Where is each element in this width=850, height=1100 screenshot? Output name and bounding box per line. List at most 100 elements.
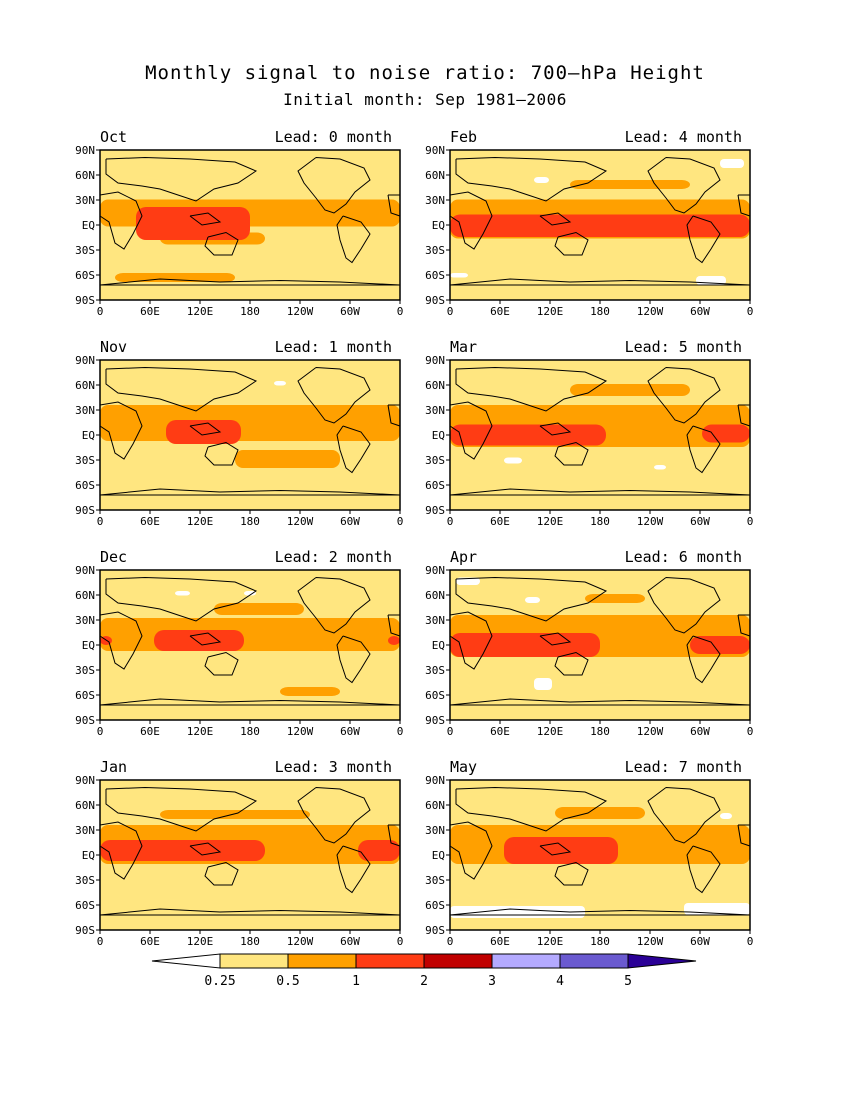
lat-tick-label: 60S — [425, 689, 445, 702]
lon-tick-label: 60W — [690, 935, 710, 948]
low-region — [504, 457, 522, 464]
lat-tick-label: 30S — [425, 664, 445, 677]
lon-tick-label: 0 — [397, 935, 404, 948]
moderate-region — [235, 450, 340, 468]
lat-tick-label: EQ — [82, 849, 95, 862]
coastline — [647, 367, 721, 424]
coastline — [449, 191, 493, 250]
panel-lead: Lead: 4 month — [625, 128, 742, 146]
panel-month: Apr — [450, 548, 477, 566]
figure-title: Monthly signal to noise ratio: 700–hPa H… — [145, 62, 705, 84]
coastline — [455, 156, 608, 202]
strong-region — [450, 633, 600, 657]
low-region — [684, 903, 750, 915]
low-region — [175, 591, 190, 596]
coastline — [647, 787, 721, 844]
panel-lead: Lead: 0 month — [275, 128, 392, 146]
strong-region — [100, 840, 265, 861]
lon-tick-label: 0 — [397, 515, 404, 528]
coastline — [554, 861, 589, 886]
coastline — [99, 401, 143, 460]
moderate-region — [100, 405, 400, 441]
lat-tick-label: 90S — [425, 924, 445, 937]
lat-tick-label: 30S — [75, 244, 95, 257]
lon-tick-label: 60E — [140, 515, 160, 528]
lon-tick-label: 180 — [240, 935, 260, 948]
low-region — [720, 159, 744, 168]
strong-region — [450, 214, 750, 237]
panel-month: Oct — [100, 128, 127, 146]
colorbar: 0.25 0.5 1 2 3 4 5 — [151, 953, 697, 989]
strong-region — [166, 420, 241, 444]
lat-tick-label: 60S — [75, 479, 95, 492]
panel-lead: Lead: 3 month — [275, 758, 392, 776]
lat-tick-label: 30N — [425, 824, 445, 837]
lon-tick-label: 60W — [690, 725, 710, 738]
lat-tick-label: 60S — [75, 269, 95, 282]
colorbar-label: 0.25 — [204, 974, 235, 989]
moderate-region — [555, 807, 645, 819]
lon-tick-label: 180 — [240, 515, 260, 528]
colorbar-label: 2 — [420, 974, 428, 989]
lon-tick-label: 120E — [187, 725, 214, 738]
lat-tick-label: 60N — [75, 589, 95, 602]
coastline — [204, 651, 239, 676]
colorbar-segment — [423, 953, 493, 969]
panel-month: Feb — [450, 128, 477, 146]
coastline — [297, 577, 371, 634]
colorbar-arrow-left — [151, 953, 221, 969]
coastline — [647, 577, 721, 634]
lon-tick-label: 180 — [590, 725, 610, 738]
lon-tick-label: 60W — [690, 305, 710, 318]
coastline — [204, 441, 239, 466]
lat-tick-label: 60N — [75, 379, 95, 392]
lat-tick-label: 60S — [425, 899, 445, 912]
coastline — [686, 215, 721, 264]
lon-tick-label: 0 — [97, 725, 104, 738]
coastline — [189, 422, 222, 436]
coastline — [647, 157, 721, 214]
lon-tick-label: 120W — [637, 515, 664, 528]
lat-tick-label: 60S — [75, 689, 95, 702]
lon-tick-label: 120E — [537, 725, 564, 738]
coastline — [686, 425, 721, 474]
lon-tick-label: 0 — [747, 305, 754, 318]
lon-tick-label: 60W — [340, 515, 360, 528]
coastline — [455, 576, 608, 622]
lon-tick-label: 0 — [747, 515, 754, 528]
lon-tick-label: 0 — [447, 305, 454, 318]
lat-tick-label: 90S — [75, 294, 95, 307]
coastline — [336, 425, 371, 474]
coastline — [336, 845, 371, 894]
coastline — [336, 635, 371, 684]
panel-lead: Lead: 7 month — [625, 758, 742, 776]
lat-tick-label: 30S — [425, 454, 445, 467]
lon-tick-label: 120W — [287, 725, 314, 738]
lat-tick-label: 60N — [425, 379, 445, 392]
lat-tick-label: 90N — [425, 144, 445, 157]
strong-region — [136, 207, 250, 240]
lon-tick-label: 0 — [747, 725, 754, 738]
coastline — [189, 212, 222, 226]
colorbar-segment — [491, 953, 561, 969]
coastline — [297, 787, 371, 844]
lat-tick-label: 30N — [75, 824, 95, 837]
lon-tick-label: 0 — [97, 935, 104, 948]
lat-tick-label: 30N — [75, 404, 95, 417]
lon-tick-label: 180 — [240, 305, 260, 318]
lat-tick-label: 90S — [75, 504, 95, 517]
lon-tick-label: 180 — [590, 515, 610, 528]
moderate-region — [115, 273, 235, 282]
coastline — [554, 231, 589, 256]
colorbar-segment — [355, 953, 425, 969]
strong-region — [388, 636, 400, 645]
lat-tick-label: 90S — [75, 714, 95, 727]
panel-lead: Lead: 6 month — [625, 548, 742, 566]
lon-tick-label: 120W — [637, 725, 664, 738]
lat-tick-label: 60S — [425, 269, 445, 282]
lon-tick-label: 120E — [187, 305, 214, 318]
